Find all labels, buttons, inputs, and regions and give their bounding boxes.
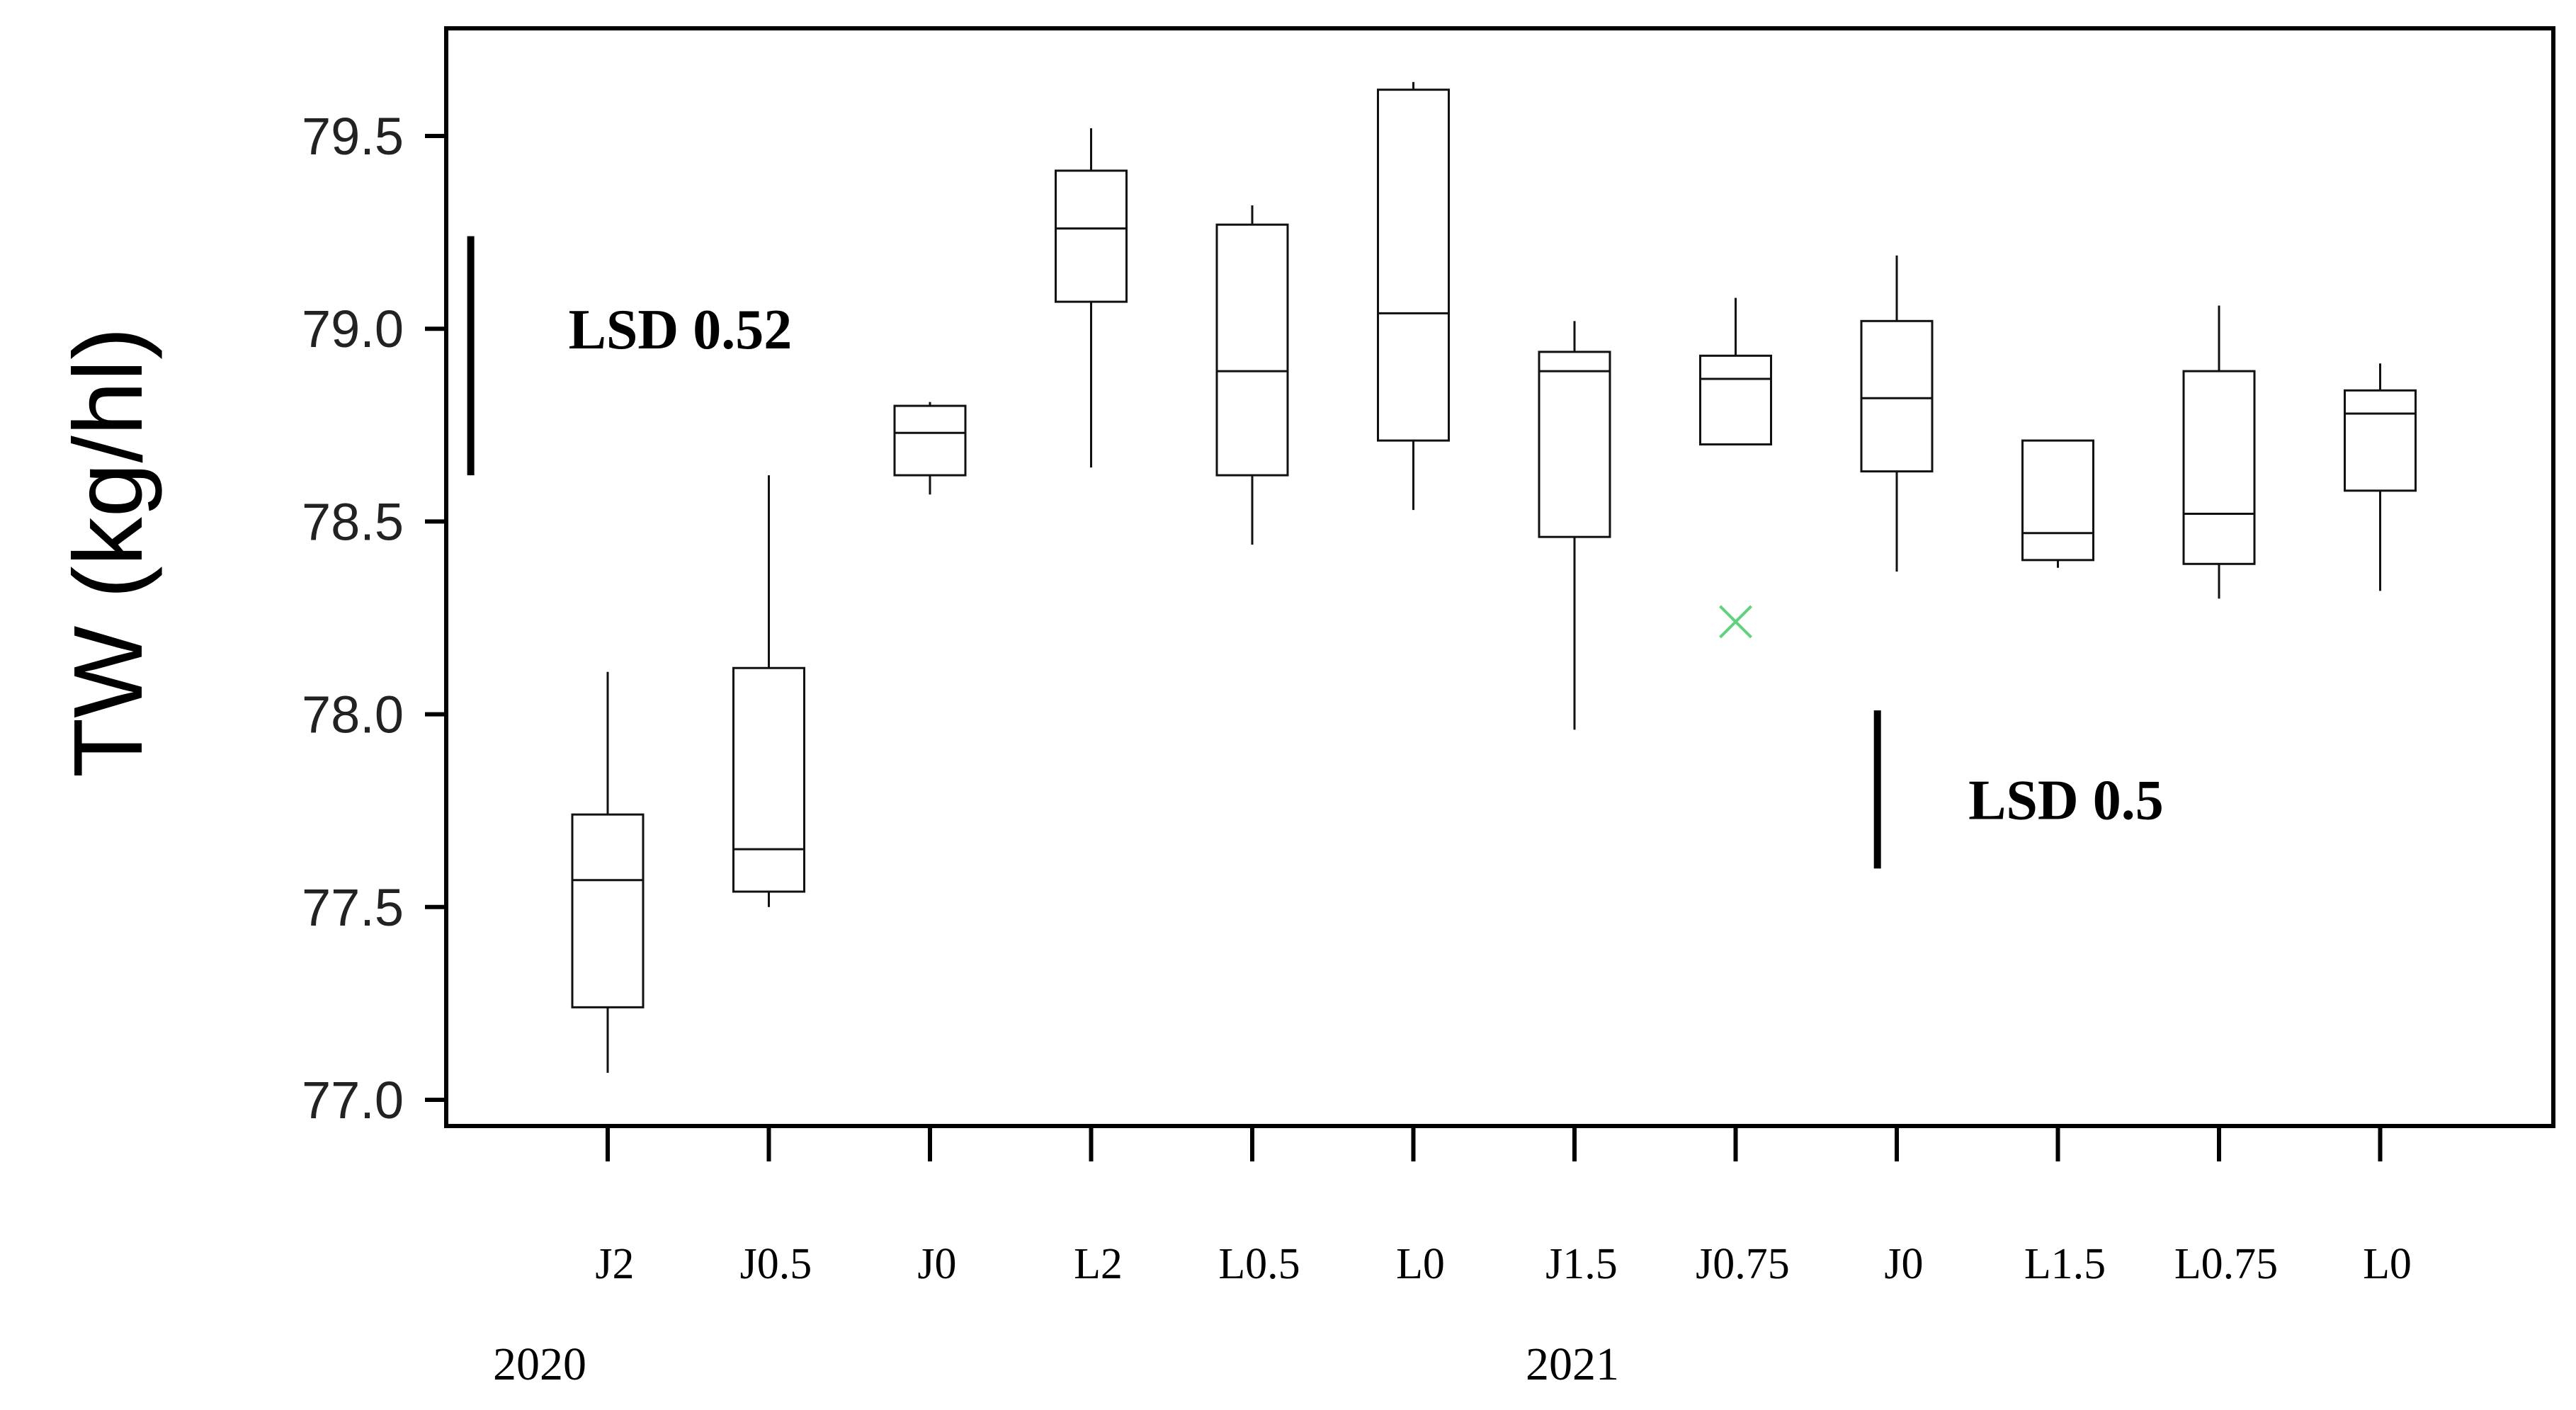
category-label: L0 (1396, 1240, 1445, 1288)
plot-frame (444, 26, 2555, 1128)
box-9 (2021, 439, 2094, 568)
y-tick-label: 78.0 (302, 686, 404, 744)
lsd-label: LSD 0.52 (569, 299, 793, 361)
y-tick-label: 78.5 (302, 492, 404, 551)
category-label: J0 (1884, 1240, 1923, 1288)
category-label: L0.75 (2174, 1240, 2278, 1288)
iqr-box (1860, 319, 1934, 473)
category-label: J0 (917, 1240, 956, 1288)
category-label: J1.5 (1545, 1240, 1618, 1288)
box-3 (1055, 128, 1128, 468)
x-axis-ticks (606, 1126, 2383, 1161)
group-labels: 2020 2021 (493, 1338, 1619, 1390)
category-label: L1.5 (2024, 1240, 2106, 1288)
group-label: 2020 (493, 1338, 586, 1390)
y-tick-label: 79.5 (302, 107, 404, 166)
box-0 (571, 671, 645, 1073)
iqr-box (732, 666, 805, 893)
iqr-box (1538, 351, 1611, 538)
box-4 (1215, 205, 1289, 545)
y-tick-label: 77.5 (302, 878, 404, 937)
iqr-box (2021, 439, 2094, 562)
outlier-points (1719, 605, 1752, 639)
box-2 (893, 402, 967, 495)
plot-border (444, 26, 2555, 1128)
iqr-box (1055, 169, 1128, 303)
y-tick-label: 77.0 (302, 1071, 404, 1130)
box-5 (1377, 81, 1450, 511)
box-10 (2182, 305, 2256, 599)
y-axis-ticks: 77.0 77.5 78.0 78.5 79.0 79.5 (302, 107, 446, 1130)
outlier-marker (1719, 605, 1752, 639)
lsd-label: LSD 0.5 (1968, 769, 2164, 831)
iqr-box (571, 813, 645, 1008)
box-series (571, 81, 2417, 1073)
box-1 (732, 475, 805, 907)
box-11 (2344, 363, 2417, 591)
category-label: J0.5 (740, 1240, 812, 1288)
box-8 (1860, 255, 1934, 572)
iqr-box (1699, 354, 1772, 446)
y-tick-label: 79.0 (302, 300, 404, 358)
group-label: 2021 (1526, 1338, 1619, 1390)
category-label: J2 (595, 1240, 634, 1288)
category-labels: J2 J0.5 J0 L2 L0.5 L0 J1.5 J0.75 J0 L1.5 L0.75 L0 (595, 1240, 2412, 1288)
iqr-box (2344, 389, 2417, 492)
iqr-box (893, 404, 967, 477)
category-label: L0 (2363, 1240, 2412, 1288)
category-label: L2 (1074, 1240, 1123, 1288)
lsd-annotations: LSD 0.52 LSD 0.5 (467, 236, 2164, 869)
outlier-stroke (1719, 605, 1752, 639)
category-label: J0.75 (1696, 1240, 1790, 1288)
y-axis-label: TW (kg/hl) (54, 327, 163, 778)
iqr-box (1377, 89, 1450, 442)
box-7 (1699, 297, 1772, 446)
box-6 (1538, 321, 1611, 730)
iqr-box (1215, 223, 1289, 477)
category-label: L0.5 (1218, 1240, 1300, 1288)
iqr-box (2182, 370, 2256, 565)
